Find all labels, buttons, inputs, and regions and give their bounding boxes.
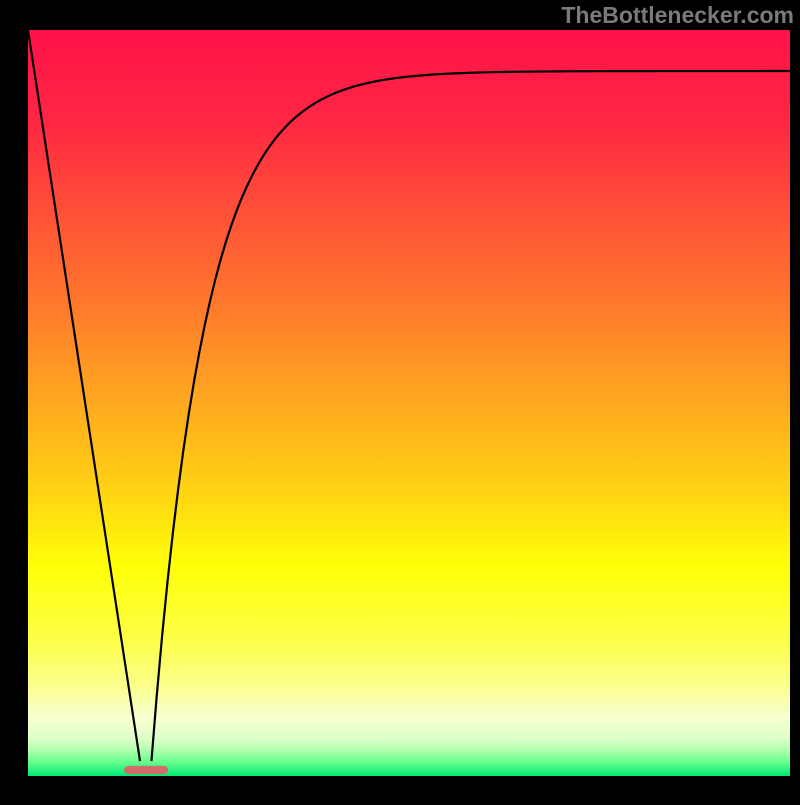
chart-svg bbox=[0, 0, 800, 800]
chart-container: TheBottlenecker.com bbox=[0, 0, 800, 800]
plot-background bbox=[28, 30, 790, 776]
watermark-text: TheBottlenecker.com bbox=[561, 2, 794, 29]
minimum-marker bbox=[124, 766, 168, 774]
